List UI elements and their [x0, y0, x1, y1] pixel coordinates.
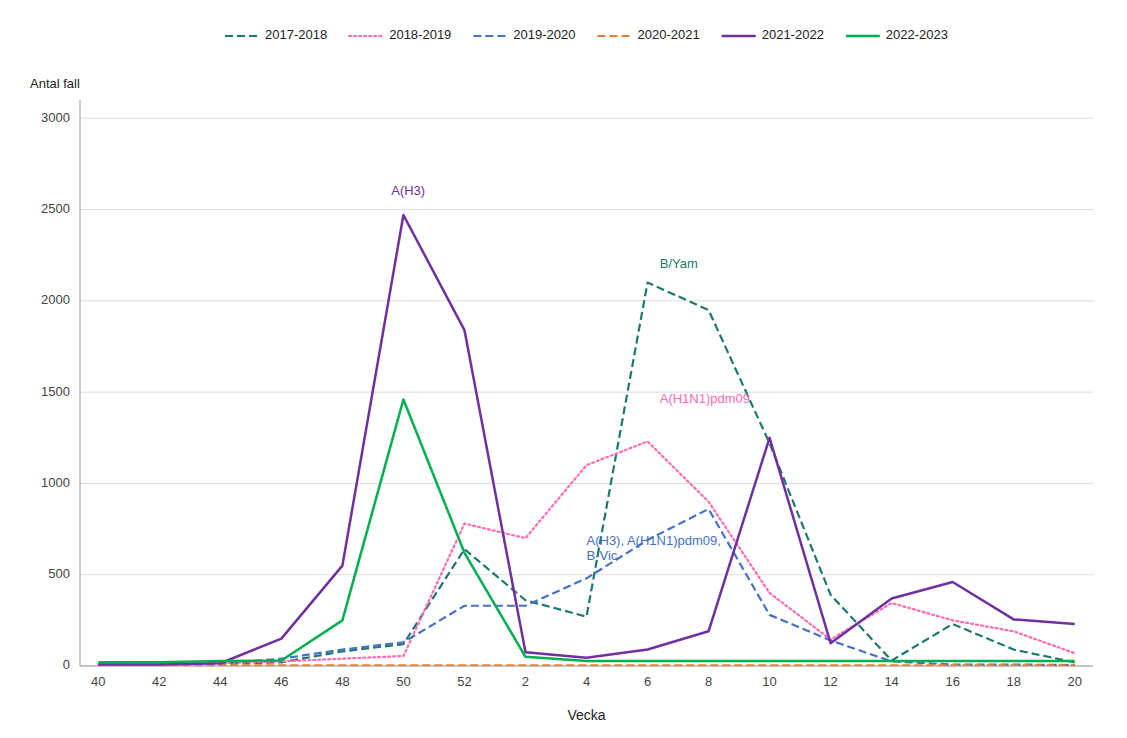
legend-label: 2020-2021	[638, 27, 700, 42]
grid-line	[80, 574, 1093, 575]
series-lines	[98, 215, 1074, 665]
series-line	[98, 283, 1074, 665]
x-axis-title: Vecka	[567, 707, 605, 723]
x-tick-label: 8	[705, 674, 712, 689]
background	[0, 0, 1127, 738]
legend-swatch	[225, 35, 259, 37]
x-tick-label: 40	[91, 674, 105, 689]
legend-item: 2019-2020	[473, 27, 575, 42]
y-grid: 0 500 1000 1500 2000 2500 3000	[41, 110, 1093, 673]
y-tick-label: 1500	[41, 384, 70, 399]
legend-swatch	[722, 35, 756, 38]
y-tick-label: 500	[48, 566, 70, 581]
annotation-line: A(H3)	[391, 183, 425, 198]
legend-swatch	[349, 35, 383, 37]
y-tick-label: 2000	[41, 292, 70, 307]
legend: 2017-2018 2018-2019 2019-2020 2020-2021 2021…	[225, 27, 948, 42]
y-tick-label: 3000	[41, 110, 70, 125]
series-line	[98, 441, 1074, 664]
y-tick-label: 1000	[41, 475, 70, 490]
x-tick-label: 52	[457, 674, 471, 689]
annotation: A(H3)	[391, 183, 425, 198]
series-line	[98, 664, 1074, 666]
x-tick-label: 18	[1006, 674, 1020, 689]
annotation: B/Yam	[660, 256, 698, 271]
grid-line	[80, 392, 1093, 393]
series-line	[98, 399, 1074, 662]
x-ticks: 404244464850522468101214161820	[91, 674, 1082, 689]
x-tick-label: 42	[152, 674, 166, 689]
annotation: A(H3), A(H1N1)pdm09,B-Vic	[587, 533, 721, 563]
y-tick-label: 2500	[41, 201, 70, 216]
chart: 0500100015002000250030004042444648505224…	[0, 0, 1127, 738]
legend-label: 2017-2018	[265, 27, 327, 42]
x-tick-label: 44	[213, 674, 227, 689]
x-tick-label: 46	[274, 674, 288, 689]
x-tick-label: 2	[522, 674, 529, 689]
x-tick-label: 12	[823, 674, 837, 689]
annotation: A(H1N1)pdm09	[660, 391, 750, 406]
x-tick-label: 16	[945, 674, 959, 689]
legend-label: 2019-2020	[513, 27, 575, 42]
x-tick-label: 6	[644, 674, 651, 689]
legend-label: 2021-2022	[762, 27, 824, 42]
y-tick-label: 0	[63, 657, 70, 672]
grid-line	[80, 666, 1093, 667]
legend-swatch	[473, 35, 507, 37]
x-axis-line	[80, 666, 1093, 667]
legend-swatch	[846, 35, 880, 38]
series-line	[98, 509, 1074, 665]
x-tick-label: 10	[762, 674, 776, 689]
legend-item: 2020-2021	[598, 27, 700, 42]
annotation-line: A(H1N1)pdm09	[660, 391, 750, 406]
y-axis-title: Antal fall	[30, 76, 80, 91]
y-axis-line	[80, 100, 81, 666]
legend-swatch	[598, 35, 632, 37]
legend-item: 2022-2023	[846, 27, 948, 42]
legend-item: 2018-2019	[349, 27, 451, 42]
x-tick-label: 4	[583, 674, 590, 689]
annotation-line: A(H3), A(H1N1)pdm09,	[587, 533, 721, 548]
legend-label: 2022-2023	[886, 27, 948, 42]
series-line	[98, 215, 1074, 665]
x-tick-label: 20	[1067, 674, 1081, 689]
x-tick-label: 48	[335, 674, 349, 689]
grid-line	[80, 300, 1093, 301]
legend-item: 2021-2022	[722, 27, 824, 42]
x-tick-label: 50	[396, 674, 410, 689]
grid-line	[80, 209, 1093, 210]
x-tick-label: 14	[884, 674, 898, 689]
legend-label: 2018-2019	[389, 27, 451, 42]
annotation-line: B/Yam	[660, 256, 698, 271]
annotation-line: B-Vic	[587, 548, 618, 563]
grid-line	[80, 483, 1093, 484]
legend-item: 2017-2018	[225, 27, 327, 42]
grid-line	[80, 118, 1093, 119]
annotations: A(H3) B/Yam A(H1N1)pdm09 A(H3), A(H1N1)pdm0…	[391, 183, 750, 563]
